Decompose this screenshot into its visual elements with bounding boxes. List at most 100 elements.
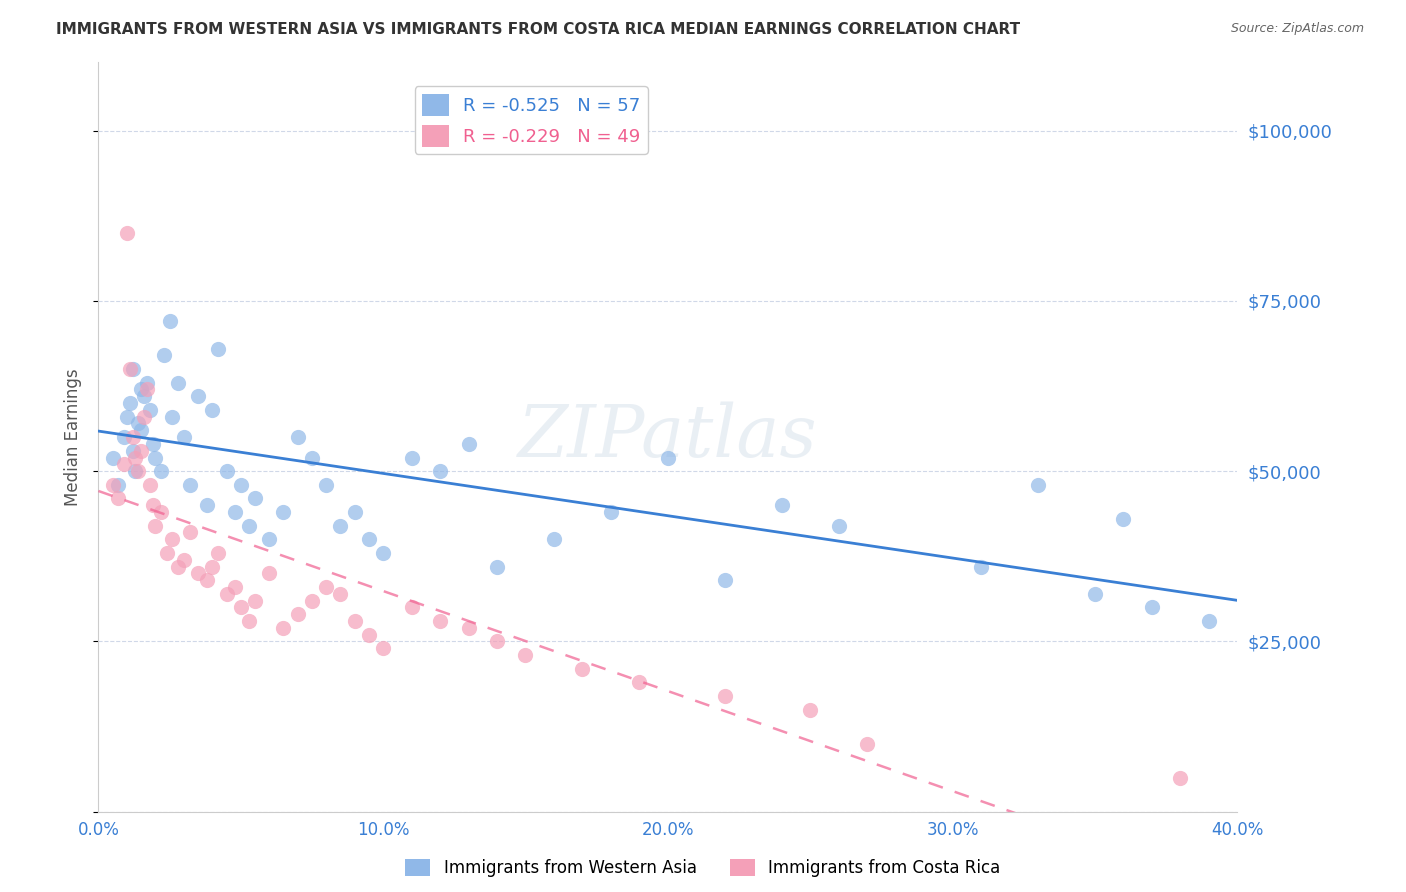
Point <box>129 443 152 458</box>
Point <box>132 409 155 424</box>
Point <box>714 689 737 703</box>
Point <box>628 675 651 690</box>
Point <box>153 348 176 362</box>
Point <box>329 587 352 601</box>
Point <box>970 559 993 574</box>
Point <box>229 600 252 615</box>
Point <box>115 226 138 240</box>
Point <box>373 546 395 560</box>
Point <box>201 402 224 417</box>
Point <box>135 383 157 397</box>
Point <box>195 498 218 512</box>
Point <box>145 450 167 465</box>
Point <box>301 450 323 465</box>
Point <box>1084 587 1107 601</box>
Point <box>173 552 195 566</box>
Point <box>657 450 679 465</box>
Point <box>173 430 195 444</box>
Point <box>238 614 260 628</box>
Point <box>329 518 352 533</box>
Point <box>112 430 135 444</box>
Point <box>215 464 238 478</box>
Point <box>373 641 395 656</box>
Point <box>429 614 451 628</box>
Point <box>315 580 337 594</box>
Point <box>112 458 135 472</box>
Point <box>287 430 309 444</box>
Point <box>207 342 229 356</box>
Point <box>150 464 173 478</box>
Point <box>101 477 124 491</box>
Point <box>121 443 143 458</box>
Legend: R = -0.525   N = 57, R = -0.229   N = 49: R = -0.525 N = 57, R = -0.229 N = 49 <box>415 87 648 154</box>
Point <box>135 376 157 390</box>
Text: Source: ZipAtlas.com: Source: ZipAtlas.com <box>1230 22 1364 36</box>
Point <box>187 566 209 581</box>
Point <box>238 518 260 533</box>
Point <box>856 737 879 751</box>
Point <box>457 621 479 635</box>
Point <box>259 566 281 581</box>
Point <box>224 580 246 594</box>
Point <box>101 450 124 465</box>
Point <box>121 430 143 444</box>
Point <box>129 423 152 437</box>
Point <box>1026 477 1049 491</box>
Point <box>138 477 160 491</box>
Point <box>343 614 366 628</box>
Point <box>224 505 246 519</box>
Point <box>150 505 173 519</box>
Legend: Immigrants from Western Asia, Immigrants from Costa Rica: Immigrants from Western Asia, Immigrants… <box>399 852 1007 884</box>
Point <box>357 533 380 547</box>
Point <box>162 533 184 547</box>
Text: IMMIGRANTS FROM WESTERN ASIA VS IMMIGRANTS FROM COSTA RICA MEDIAN EARNINGS CORRE: IMMIGRANTS FROM WESTERN ASIA VS IMMIGRAN… <box>56 22 1021 37</box>
Point <box>107 491 129 506</box>
Point <box>486 634 509 648</box>
Point <box>187 389 209 403</box>
Point <box>401 450 423 465</box>
Point <box>1112 512 1135 526</box>
Point <box>259 533 281 547</box>
Point <box>429 464 451 478</box>
Point <box>357 627 380 641</box>
Point <box>714 573 737 587</box>
Point <box>457 437 479 451</box>
Point <box>195 573 218 587</box>
Point <box>401 600 423 615</box>
Point <box>127 464 149 478</box>
Point <box>118 362 141 376</box>
Point <box>124 464 146 478</box>
Point <box>243 491 266 506</box>
Point <box>138 402 160 417</box>
Point <box>343 505 366 519</box>
Point <box>179 525 201 540</box>
Point <box>121 362 143 376</box>
Point <box>1198 614 1220 628</box>
Point <box>159 314 181 328</box>
Point <box>115 409 138 424</box>
Y-axis label: Median Earnings: Median Earnings <box>65 368 83 506</box>
Text: ZIPatlas: ZIPatlas <box>517 401 818 473</box>
Point <box>127 417 149 431</box>
Point <box>515 648 537 662</box>
Point <box>167 559 190 574</box>
Point <box>543 533 565 547</box>
Point <box>600 505 623 519</box>
Point <box>301 593 323 607</box>
Point <box>124 450 146 465</box>
Point <box>1140 600 1163 615</box>
Point <box>828 518 851 533</box>
Point <box>799 702 821 716</box>
Point <box>486 559 509 574</box>
Point <box>167 376 190 390</box>
Point <box>287 607 309 622</box>
Point <box>179 477 201 491</box>
Point <box>201 559 224 574</box>
Point <box>162 409 184 424</box>
Point <box>207 546 229 560</box>
Point <box>273 505 295 519</box>
Point <box>156 546 179 560</box>
Point <box>145 518 167 533</box>
Point <box>229 477 252 491</box>
Point <box>107 477 129 491</box>
